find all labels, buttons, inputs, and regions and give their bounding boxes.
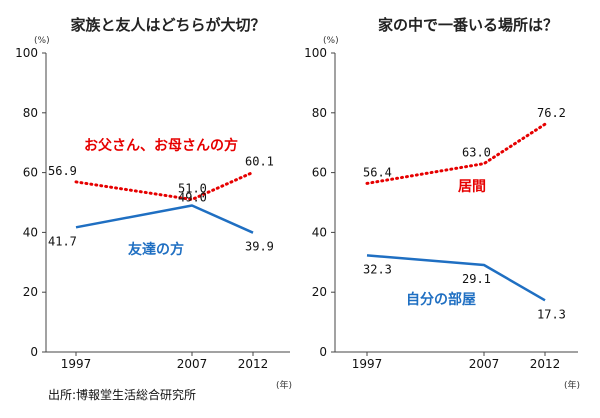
y-tick-label: 60 — [23, 166, 38, 180]
y-tick-label: 80 — [312, 106, 327, 120]
x-tick-label: 1997 — [352, 357, 383, 371]
y-tick-label: 100 — [15, 46, 38, 60]
y-tick-label: 20 — [312, 285, 327, 299]
chart-place-at-home: 家の中で一番いる場所は？ (%) (年) 0 20 40 60 80 100 1997 2007 20… — [304, 16, 580, 391]
data-label: 56.9 — [48, 164, 77, 178]
x-unit-label: (年) — [564, 379, 580, 391]
y-tick-label: 0 — [319, 345, 327, 359]
x-tick-label: 2007 — [469, 357, 500, 371]
x-tick-label: 2007 — [177, 357, 208, 371]
data-label: 32.3 — [363, 262, 392, 276]
series-line-red — [74, 170, 255, 201]
data-label: 63.0 — [462, 146, 491, 160]
y-tick-label: 20 — [23, 285, 38, 299]
data-label: 60.1 — [245, 154, 274, 168]
series-line-blue — [75, 204, 254, 234]
y-tick-label: 40 — [23, 225, 38, 239]
data-label: 17.3 — [537, 307, 566, 321]
data-label: 39.9 — [245, 240, 274, 254]
series-name-label: 自分の部屋 — [406, 291, 476, 308]
y-tick-label: 80 — [23, 106, 38, 120]
y-unit-label: (%) — [323, 36, 339, 46]
x-unit-label: (年) — [276, 379, 292, 391]
series-line-red — [365, 122, 547, 185]
y-tick-label: 60 — [312, 166, 327, 180]
series-line-blue — [366, 254, 546, 302]
x-tick-label: 2012 — [238, 357, 269, 371]
x-tick-label: 1997 — [61, 357, 92, 371]
series-name-label: 居間 — [458, 179, 486, 195]
source-note: 出所:博報堂生活総合研究所 — [48, 387, 196, 402]
data-label: 49.0 — [178, 190, 207, 204]
series-name-label: お父さん、お母さんの方 — [84, 137, 238, 154]
series-name-label: 友達の方 — [128, 241, 184, 258]
data-label: 51.0 — [178, 182, 207, 196]
chart-title: 家族と友人はどちらが大切？ — [70, 16, 265, 34]
y-tick-label: 100 — [304, 46, 327, 60]
y-tick-label: 0 — [30, 345, 38, 359]
y-tick-label: 40 — [312, 225, 327, 239]
data-label: 29.1 — [462, 272, 491, 286]
x-tick-label: 2012 — [530, 357, 561, 371]
chart-family-vs-friends: 家族と友人はどちらが大切？ (%) (年) 0 20 40 60 80 100 1997 2007 2… — [15, 16, 292, 391]
data-label: 56.4 — [363, 165, 392, 179]
data-label: 76.2 — [537, 106, 566, 120]
chart-title: 家の中で一番いる場所は？ — [378, 16, 558, 34]
data-label: 41.7 — [48, 234, 77, 248]
y-unit-label: (%) — [34, 36, 50, 46]
